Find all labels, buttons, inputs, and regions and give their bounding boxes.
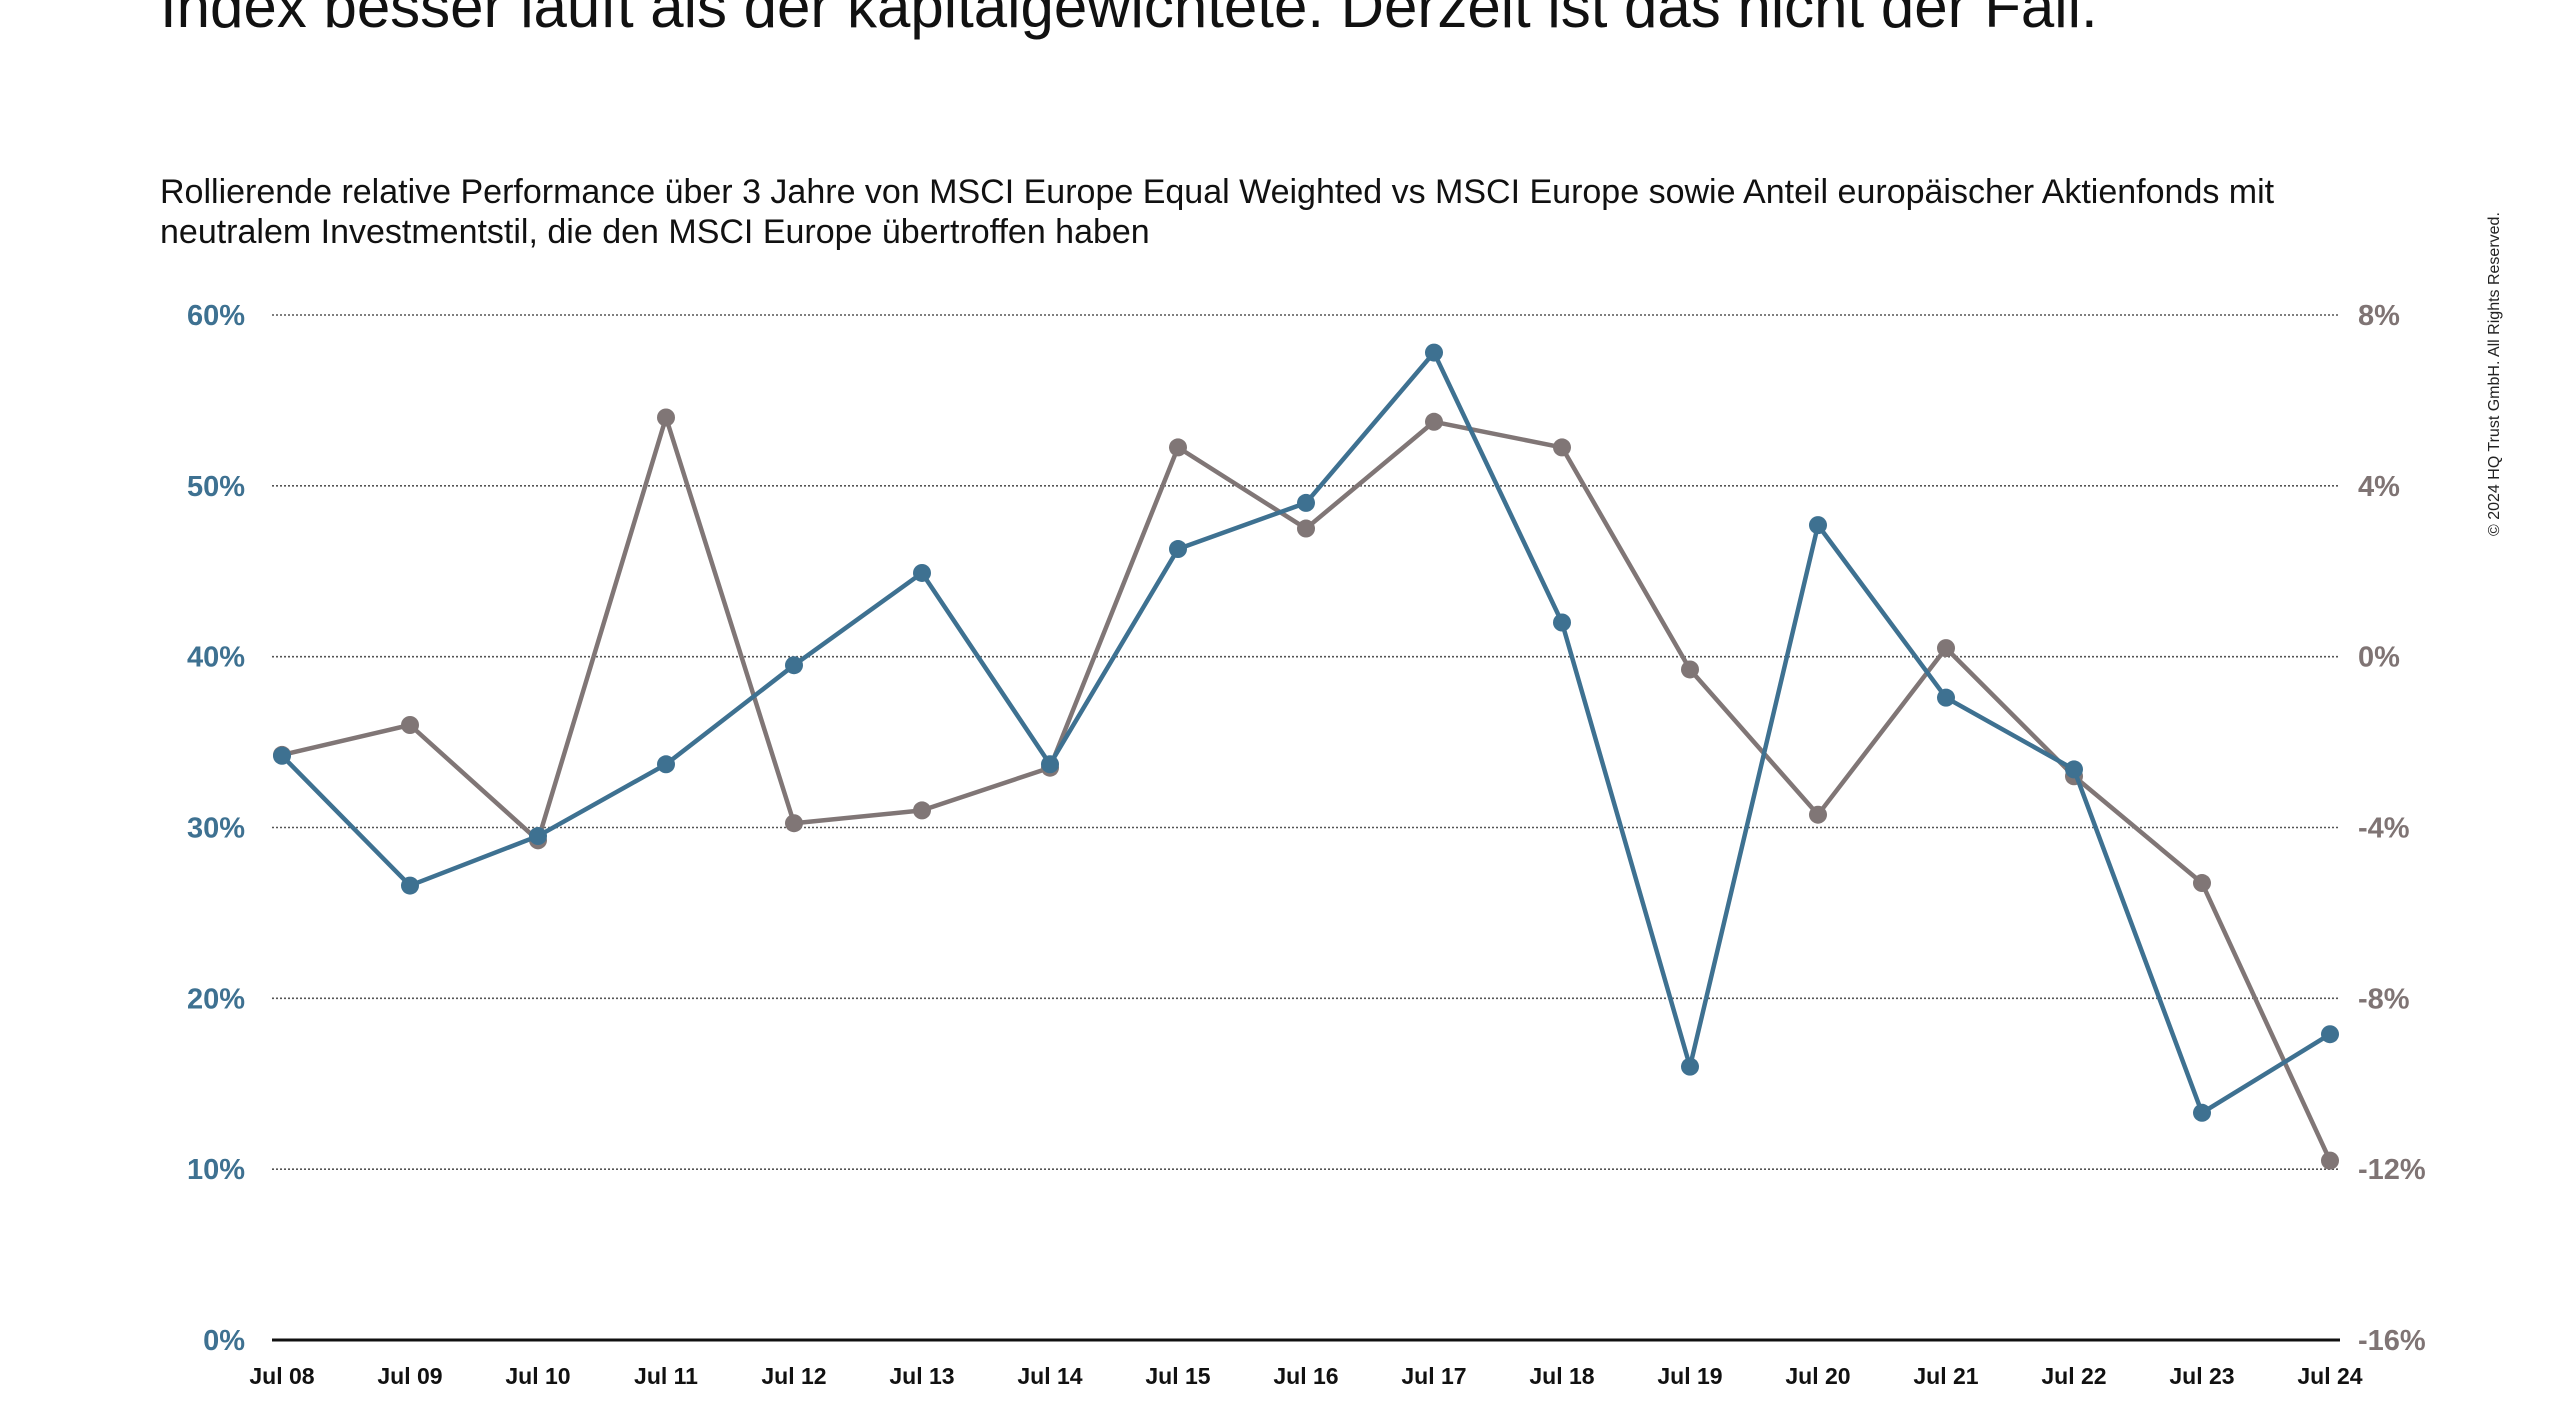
data-point-outperformer xyxy=(1041,755,1059,774)
data-point-outperformer xyxy=(1425,343,1443,362)
data-point-relative-performance xyxy=(1937,639,1955,658)
data-point-outperformer xyxy=(1169,540,1187,559)
x-tick-label: Jul 22 xyxy=(2041,1363,2106,1389)
x-tick-label: Jul 17 xyxy=(1401,1363,1466,1389)
x-tick-label: Jul 12 xyxy=(761,1363,826,1389)
x-tick-label: Jul 21 xyxy=(1913,1363,1978,1389)
x-tick-label: Jul 10 xyxy=(505,1363,570,1389)
axes: 0% -16% 10% -12% 20% -8% 30% -4% 40% 0% 50% 4% 60% 8%… xyxy=(187,300,2426,1389)
data-point-relative-performance xyxy=(1297,519,1315,538)
data-point-relative-performance xyxy=(1681,660,1699,679)
x-tick-label: Jul 16 xyxy=(1273,1363,1338,1389)
y-left-tick-label: 30% xyxy=(187,813,245,845)
x-tick-label: Jul 14 xyxy=(1017,1363,1082,1389)
data-point-outperformer xyxy=(1809,516,1827,535)
data-point-outperformer xyxy=(1937,688,1955,707)
data-point-relative-performance xyxy=(2321,1151,2339,1170)
y-right-tick-label: -8% xyxy=(2358,983,2410,1015)
x-tick-label: Jul 13 xyxy=(889,1363,954,1389)
y-right-tick-label: 4% xyxy=(2358,471,2400,503)
data-point-outperformer xyxy=(401,876,419,895)
data-point-outperformer xyxy=(2193,1103,2211,1122)
y-right-tick-label: -12% xyxy=(2358,1154,2426,1186)
x-tick-label: Jul 20 xyxy=(1785,1363,1850,1389)
data-point-outperformer xyxy=(785,656,803,675)
data-point-outperformer xyxy=(2065,760,2083,779)
data-point-relative-performance xyxy=(2193,874,2211,893)
y-left-tick-label: 20% xyxy=(187,983,245,1015)
y-left-tick-label: 40% xyxy=(187,642,245,674)
x-tick-label: Jul 19 xyxy=(1657,1363,1722,1389)
x-tick-label: Jul 09 xyxy=(377,1363,442,1389)
data-point-relative-performance xyxy=(1425,412,1443,431)
y-left-tick-label: 10% xyxy=(187,1154,245,1186)
x-tick-label: Jul 15 xyxy=(1145,1363,1210,1389)
y-left-tick-label: 60% xyxy=(187,300,245,332)
data-point-relative-performance xyxy=(1553,438,1571,457)
data-point-outperformer xyxy=(273,746,291,765)
data-point-outperformer xyxy=(1297,493,1315,512)
data-point-outperformer xyxy=(2321,1025,2339,1044)
data-point-relative-performance xyxy=(657,408,675,427)
data-point-relative-performance xyxy=(401,716,419,734)
y-right-tick-label: 0% xyxy=(2358,642,2400,674)
headline: Index besser läuft als der kapitalgewich… xyxy=(160,0,2098,40)
data-point-relative-performance xyxy=(1169,438,1187,457)
data-point-outperformer xyxy=(1553,613,1571,632)
chart-subtitle: Rollierende relative Performance über 3 … xyxy=(160,173,2275,251)
x-tick-label: Jul 24 xyxy=(2297,1363,2362,1389)
x-tick-label: Jul 11 xyxy=(634,1363,698,1389)
data-point-outperformer xyxy=(913,563,931,582)
x-tick-label: Jul 23 xyxy=(2169,1363,2234,1389)
y-right-tick-label: -16% xyxy=(2358,1325,2426,1357)
series-layer xyxy=(273,343,2339,1170)
data-point-relative-performance xyxy=(913,801,931,820)
data-point-relative-performance xyxy=(1809,805,1827,824)
data-point-outperformer xyxy=(657,755,675,774)
y-left-tick-label: 0% xyxy=(203,1325,245,1357)
y-right-tick-label: -4% xyxy=(2358,813,2410,845)
data-point-outperformer xyxy=(529,827,547,846)
y-right-tick-label: 8% xyxy=(2358,300,2400,332)
y-left-tick-label: 50% xyxy=(187,471,245,503)
gridlines xyxy=(272,314,2340,1170)
data-point-outperformer xyxy=(1681,1057,1699,1076)
x-tick-label: Jul 18 xyxy=(1529,1363,1594,1389)
x-tick-label: Jul 08 xyxy=(249,1363,314,1389)
data-point-relative-performance xyxy=(785,814,803,833)
